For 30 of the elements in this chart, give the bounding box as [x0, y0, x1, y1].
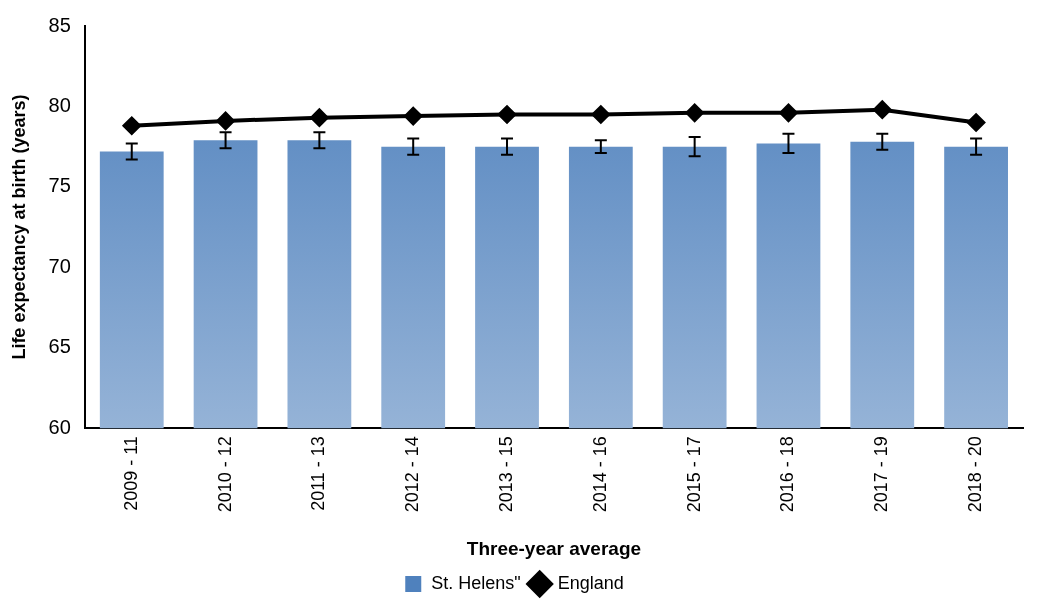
y-tick-label: 70: [48, 254, 71, 277]
point: [310, 108, 329, 127]
y-tick-label: 80: [48, 93, 71, 116]
x-tick-label: 2016 - 18: [777, 436, 798, 513]
point: [404, 107, 423, 126]
x-axis-title: Three-year average: [466, 537, 642, 559]
x-tick-label: 2012 - 14: [402, 436, 423, 513]
point: [216, 111, 235, 130]
point: [122, 116, 141, 135]
x-tick-label: 2017 - 19: [871, 436, 892, 513]
point: [873, 100, 892, 119]
point: [685, 103, 704, 122]
y-tick-label: 85: [48, 13, 71, 36]
point: [498, 105, 517, 124]
x-tick-label: 2015 - 17: [683, 436, 704, 513]
y-tick-label: 75: [48, 174, 71, 197]
point: [967, 113, 986, 132]
y-tick-label: 60: [48, 415, 71, 438]
x-tick-label: 2018 - 20: [965, 436, 986, 513]
x-tick-label: 2011 - 13: [308, 436, 329, 511]
y-tick-label: 65: [48, 335, 71, 358]
point: [591, 105, 610, 124]
point: [779, 103, 798, 122]
x-tick-label: 2009 - 11: [120, 436, 141, 511]
legend-label: St. Helens": [431, 572, 521, 593]
y-axis-title: Life expectancy at birth (years): [8, 94, 29, 360]
x-tick-label: 2014 - 16: [589, 436, 610, 513]
x-tick-label: 2010 - 12: [214, 436, 235, 513]
legend-label: England: [557, 572, 624, 593]
x-tick-label: 2013 - 15: [495, 436, 516, 513]
